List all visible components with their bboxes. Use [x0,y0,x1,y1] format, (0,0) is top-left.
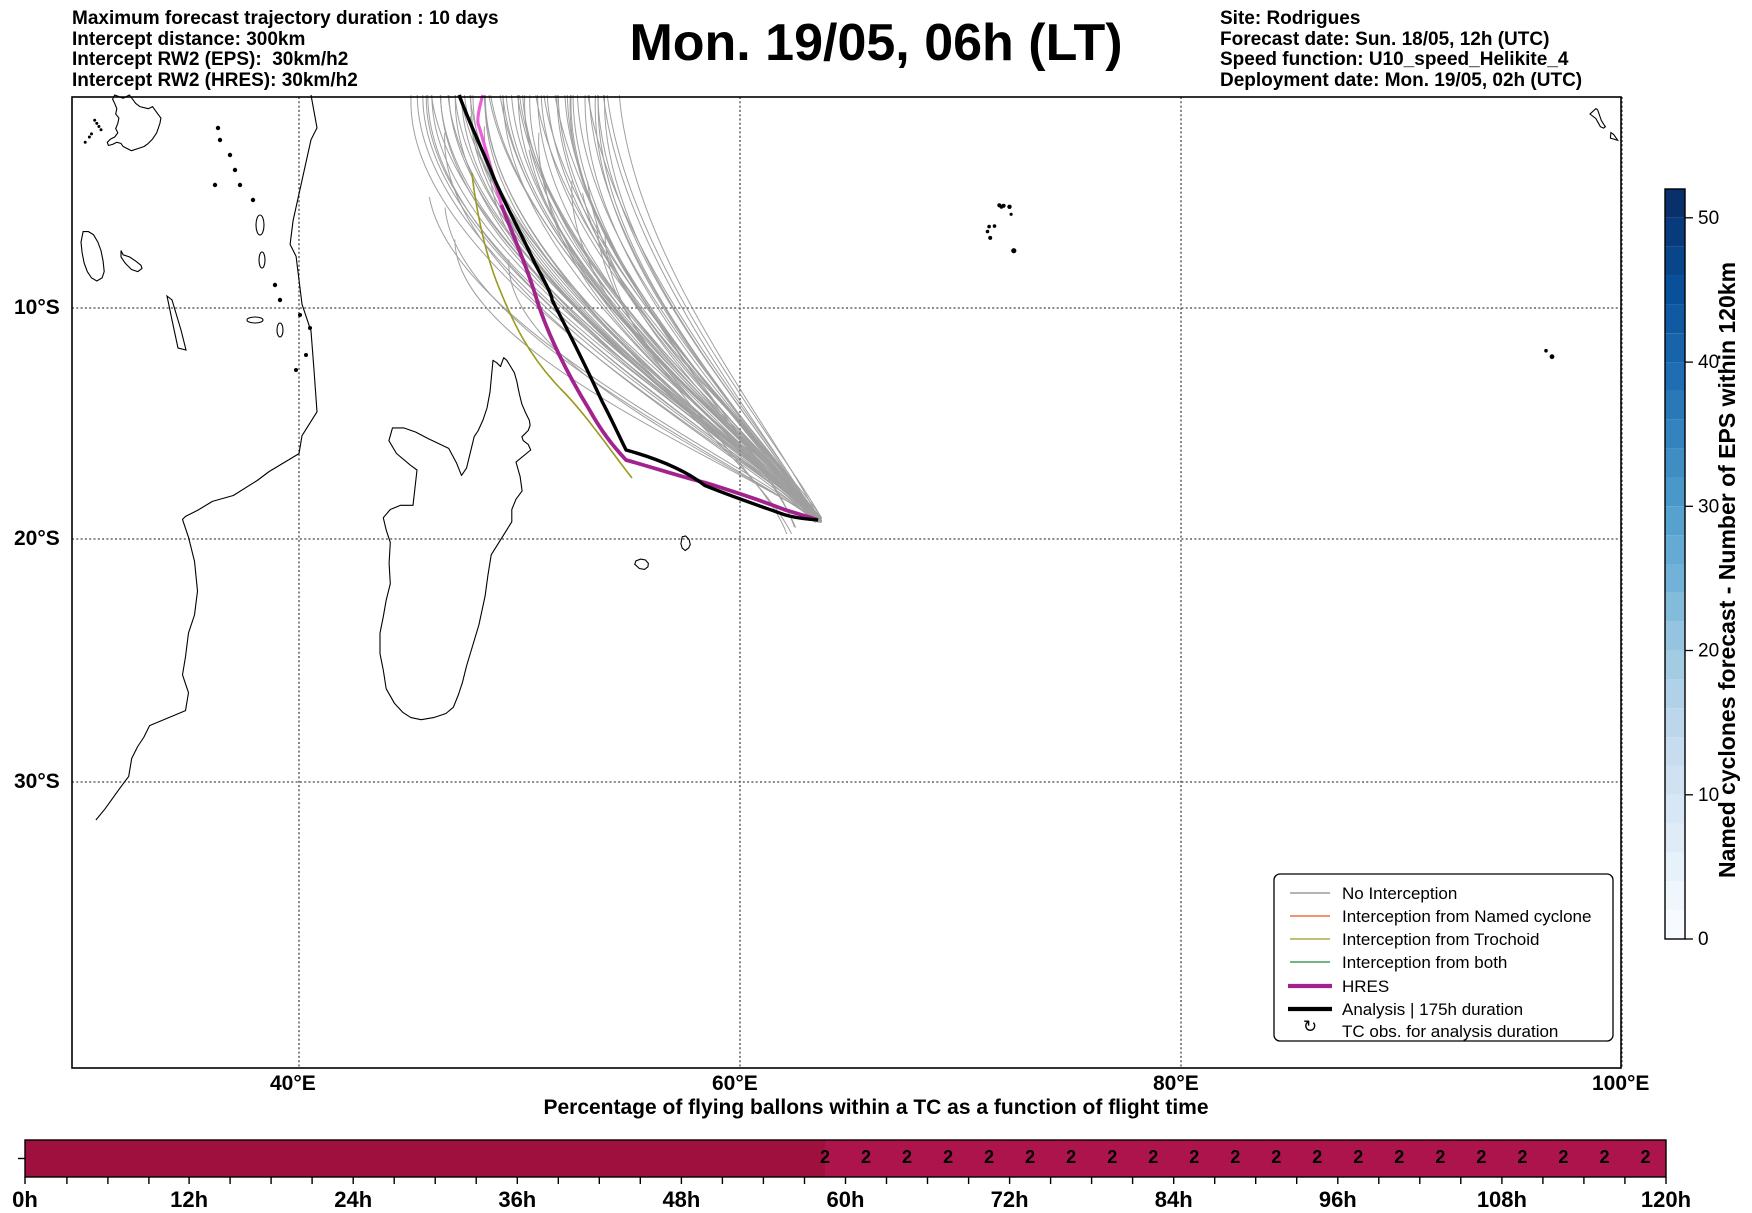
svg-text:2: 2 [1640,1147,1650,1167]
svg-text:0h: 0h [12,1187,38,1212]
svg-text:2: 2 [1271,1147,1281,1167]
svg-text:108h: 108h [1477,1187,1527,1212]
svg-text:2: 2 [1312,1147,1322,1167]
svg-text:60h: 60h [827,1187,865,1212]
svg-text:2: 2 [1066,1147,1076,1167]
svg-text:2: 2 [1517,1147,1527,1167]
svg-text:2: 2 [1394,1147,1404,1167]
svg-text:12h: 12h [170,1187,208,1212]
svg-text:2: 2 [1025,1147,1035,1167]
svg-text:2: 2 [1353,1147,1363,1167]
svg-text:36h: 36h [498,1187,536,1212]
svg-text:48h: 48h [662,1187,700,1212]
svg-text:2: 2 [1230,1147,1240,1167]
svg-text:2: 2 [1558,1147,1568,1167]
svg-text:2: 2 [1107,1147,1117,1167]
svg-text:2: 2 [1599,1147,1609,1167]
svg-text:2: 2 [861,1147,871,1167]
svg-text:2: 2 [1435,1147,1445,1167]
svg-text:2: 2 [1189,1147,1199,1167]
svg-text:2: 2 [1476,1147,1486,1167]
svg-text:72h: 72h [991,1187,1029,1212]
svg-text:24h: 24h [334,1187,372,1212]
svg-text:84h: 84h [1155,1187,1193,1212]
svg-text:2: 2 [820,1147,830,1167]
svg-text:2: 2 [984,1147,994,1167]
svg-text:2: 2 [943,1147,953,1167]
svg-text:2: 2 [1148,1147,1158,1167]
svg-text:120h: 120h [1641,1187,1691,1212]
svg-text:2: 2 [902,1147,912,1167]
svg-text:96h: 96h [1319,1187,1357,1212]
